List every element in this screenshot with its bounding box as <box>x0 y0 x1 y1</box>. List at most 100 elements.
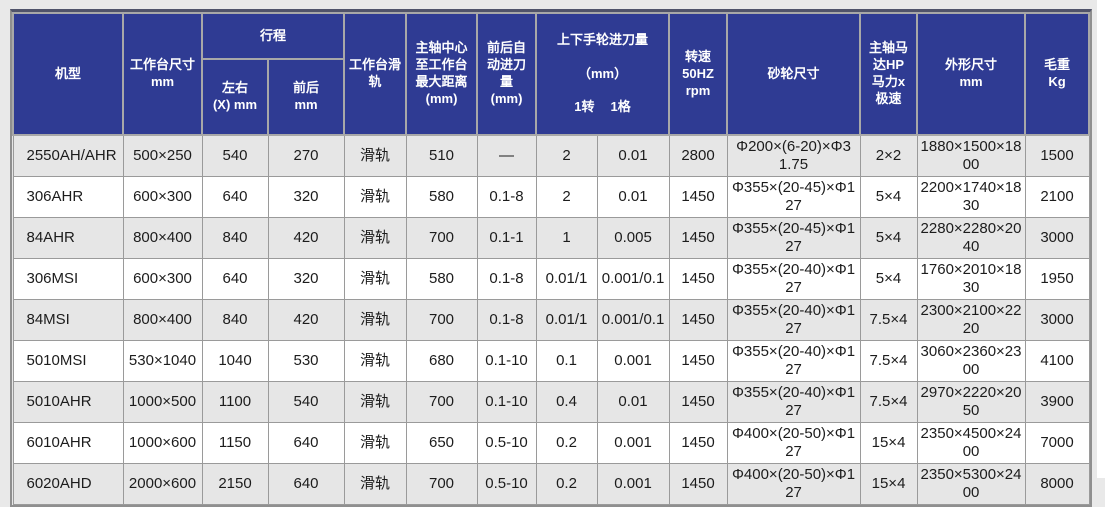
cell-speed: 1450 <box>668 257 728 300</box>
cell-table-size: 800×400 <box>122 298 203 341</box>
cell-dimensions: 2350×4500×2400 <box>916 421 1026 464</box>
cell-auto-feed: — <box>476 134 537 177</box>
cell-spindle-motor: 5×4 <box>859 216 918 259</box>
cell-spindle-motor: 5×4 <box>859 257 918 300</box>
cell-handwheel-grad: 0.01 <box>596 175 670 218</box>
cell-stroke-lr: 1150 <box>201 421 269 464</box>
cell-auto-feed: 0.1-8 <box>476 298 537 341</box>
cell-weight: 7000 <box>1024 421 1090 464</box>
cell-stroke-lr: 640 <box>201 175 269 218</box>
cell-wheel-size: Φ355×(20-45)×Φ127 <box>726 216 861 259</box>
machine-spec-table: 机型 工作台尺寸 mm 行程 工作台滑 轨 主轴中心 至工作台 最大距离 (mm… <box>12 11 1091 505</box>
cell-spindle-distance: 580 <box>405 175 478 218</box>
cell-weight: 1500 <box>1024 134 1090 177</box>
table-row: 6020AHD 2000×600 2150 640 滑轨 700 0.5-10 0.2 0.00… <box>12 462 1090 505</box>
cell-table-size: 2000×600 <box>122 462 203 505</box>
cell-slide: 滑轨 <box>343 380 407 423</box>
cell-slide: 滑轨 <box>343 339 407 382</box>
cell-spindle-distance: 700 <box>405 298 478 341</box>
cell-wheel-size: Φ400×(20-50)×Φ127 <box>726 421 861 464</box>
cell-spindle-motor: 7.5×4 <box>859 339 918 382</box>
cell-slide: 滑轨 <box>343 298 407 341</box>
cell-stroke-fb: 320 <box>267 175 345 218</box>
cell-model: 5010MSI <box>12 339 124 382</box>
col-header-spindle-distance: 主轴中心 至工作台 最大距离 (mm) <box>405 11 479 137</box>
cell-spindle-motor: 15×4 <box>859 462 918 505</box>
cell-auto-feed: 0.1-1 <box>476 216 537 259</box>
spec-table-container: 机型 工作台尺寸 mm 行程 工作台滑 轨 主轴中心 至工作台 最大距离 (mm… <box>10 9 1093 507</box>
cell-spindle-distance: 580 <box>405 257 478 300</box>
cell-auto-feed: 0.1-10 <box>476 339 537 382</box>
cell-stroke-lr: 2150 <box>201 462 269 505</box>
cell-wheel-size: Φ400×(20-50)×Φ127 <box>726 462 861 505</box>
cell-stroke-fb: 420 <box>267 298 345 341</box>
cell-table-size: 600×300 <box>122 257 203 300</box>
col-header-slide: 工作台滑 轨 <box>343 11 408 137</box>
cell-handwheel-rev: 1 <box>535 216 598 259</box>
cell-spindle-motor: 5×4 <box>859 175 918 218</box>
table-row: 5010MSI 530×1040 1040 530 滑轨 680 0.1-10 0.1 0.00… <box>12 339 1090 382</box>
cell-weight: 3900 <box>1024 380 1090 423</box>
cell-handwheel-grad: 0.001 <box>596 462 670 505</box>
cell-auto-feed: 0.5-10 <box>476 462 537 505</box>
table-row: 84AHR 800×400 840 420 滑轨 700 0.1-1 1 0.005 1450 Φ3… <box>12 216 1090 259</box>
handwheel-title: 上下手轮进刀量 <box>557 31 649 47</box>
cell-model: 84MSI <box>12 298 124 341</box>
cell-spindle-distance: 700 <box>405 380 478 423</box>
col-header-auto-feed: 前后自 动进刀 量 (mm) <box>476 11 538 137</box>
cell-stroke-fb: 420 <box>267 216 345 259</box>
cell-wheel-size: Φ355×(20-45)×Φ127 <box>726 175 861 218</box>
cell-stroke-lr: 540 <box>201 134 269 177</box>
cell-spindle-distance: 650 <box>405 421 478 464</box>
cell-stroke-lr: 1040 <box>201 339 269 382</box>
cell-auto-feed: 0.1-10 <box>476 380 537 423</box>
cell-wheel-size: Φ355×(20-40)×Φ127 <box>726 298 861 341</box>
cell-weight: 1950 <box>1024 257 1090 300</box>
cell-stroke-lr: 840 <box>201 216 269 259</box>
cell-auto-feed: 0.5-10 <box>476 421 537 464</box>
cell-dimensions: 1760×2010×1830 <box>916 257 1026 300</box>
table-row: 306MSI 600×300 640 320 滑轨 580 0.1-8 0.01/1 0.001… <box>12 257 1090 300</box>
cell-speed: 1450 <box>668 216 728 259</box>
cell-spindle-motor: 15×4 <box>859 421 918 464</box>
cell-stroke-lr: 640 <box>201 257 269 300</box>
cell-weight: 4100 <box>1024 339 1090 382</box>
col-header-speed: 转速 50HZ rpm <box>668 11 729 137</box>
cell-dimensions: 1880×1500×1800 <box>916 134 1026 177</box>
col-header-weight: 毛重 Kg <box>1024 11 1091 137</box>
cell-dimensions: 2280×2280×2040 <box>916 216 1026 259</box>
cell-handwheel-rev: 0.1 <box>535 339 598 382</box>
cell-wheel-size: Φ200×(6-20)×Φ31.75 <box>726 134 861 177</box>
cell-table-size: 530×1040 <box>122 339 203 382</box>
cell-slide: 滑轨 <box>343 421 407 464</box>
cell-handwheel-rev: 2 <box>535 175 598 218</box>
cell-slide: 滑轨 <box>343 257 407 300</box>
cell-table-size: 800×400 <box>122 216 203 259</box>
cell-handwheel-grad: 0.001/0.1 <box>596 298 670 341</box>
cell-weight: 3000 <box>1024 216 1090 259</box>
cell-spindle-distance: 510 <box>405 134 478 177</box>
cell-handwheel-grad: 0.001 <box>596 421 670 464</box>
table-row: 2550AH/AHR 500×250 540 270 滑轨 510—2 0.01 2800 Φ2… <box>12 134 1090 177</box>
cell-handwheel-grad: 0.01 <box>596 380 670 423</box>
cell-handwheel-rev: 0.4 <box>535 380 598 423</box>
table-row: 84MSI 800×400 840 420 滑轨 700 0.1-8 0.01/1 0.001/… <box>12 298 1090 341</box>
col-header-wheel-size: 砂轮尺寸 <box>726 11 862 137</box>
cell-handwheel-rev: 0.2 <box>535 462 598 505</box>
cell-speed: 1450 <box>668 339 728 382</box>
cell-wheel-size: Φ355×(20-40)×Φ127 <box>726 257 861 300</box>
handwheel-grad-label: 1格 <box>610 99 631 115</box>
handwheel-unit: （mm） <box>577 65 628 81</box>
cell-slide: 滑轨 <box>343 462 407 505</box>
table-row: 5010AHR 1000×500 1100 540 滑轨 700 0.1-10 0.4 0.01… <box>12 380 1090 423</box>
cell-table-size: 600×300 <box>122 175 203 218</box>
cell-dimensions: 3060×2360×2300 <box>916 339 1026 382</box>
cell-stroke-fb: 540 <box>267 380 345 423</box>
table-row: 6010AHR 1000×600 1150 640 滑轨 650 0.5-10 0.2 0.00… <box>12 421 1090 464</box>
cell-model: 2550AH/AHR <box>12 134 124 177</box>
cell-model: 6010AHR <box>12 421 124 464</box>
cell-wheel-size: Φ355×(20-40)×Φ127 <box>726 339 861 382</box>
col-header-dimensions: 外形尺寸 mm <box>916 11 1027 137</box>
table-header: 机型 工作台尺寸 mm 行程 工作台滑 轨 主轴中心 至工作台 最大距离 (mm… <box>12 11 1091 137</box>
cell-handwheel-rev: 2 <box>535 134 598 177</box>
